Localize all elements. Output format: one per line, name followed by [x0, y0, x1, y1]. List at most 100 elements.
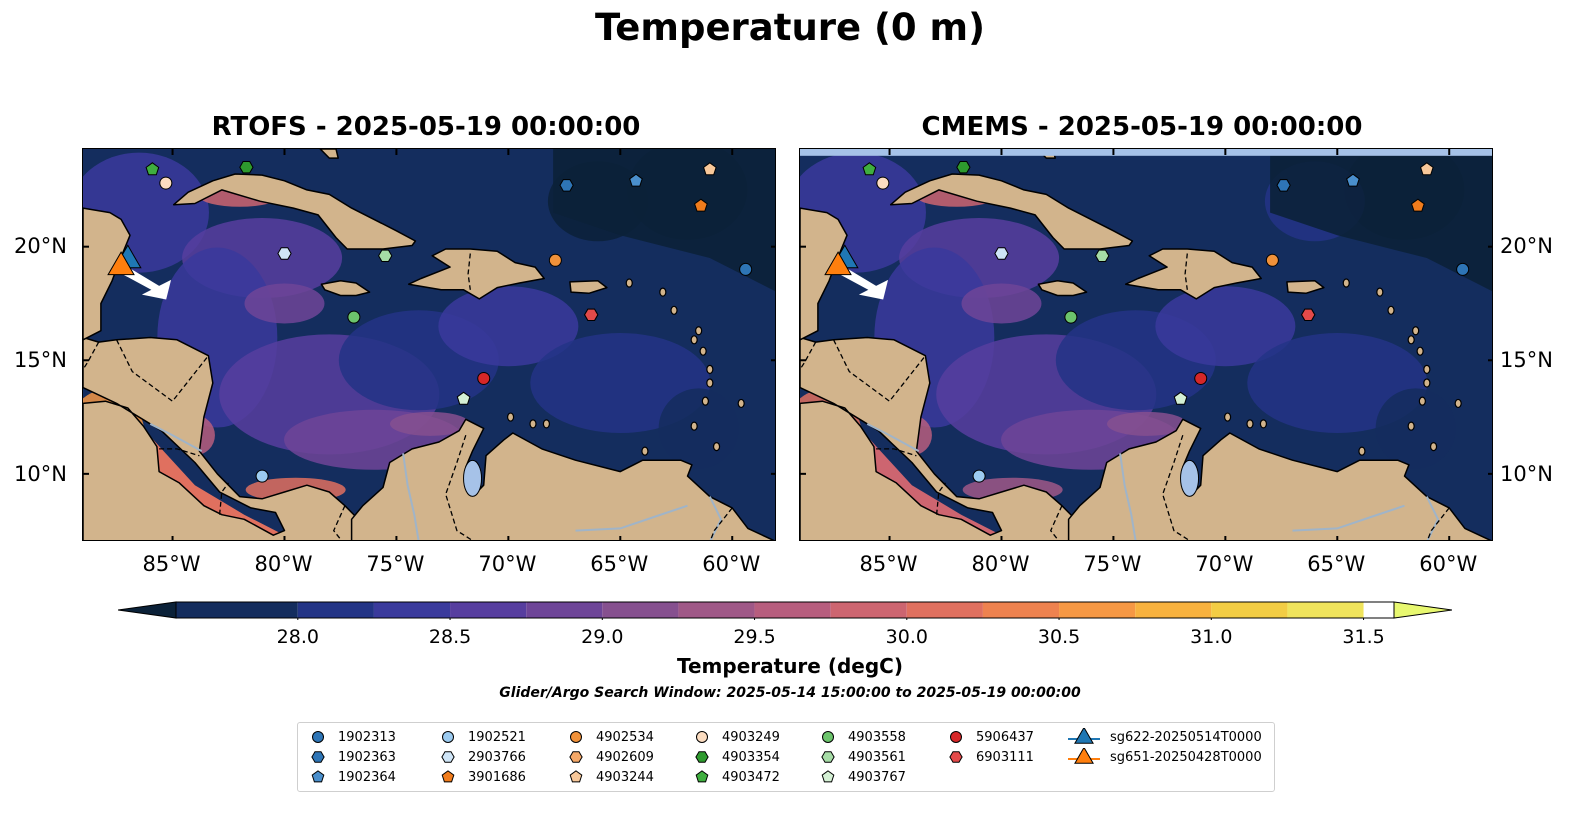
- legend-item-4903354: 4903354: [692, 748, 780, 766]
- jamaica-land: [320, 280, 371, 297]
- country-border: [709, 507, 733, 540]
- south-america-land: [1067, 418, 1492, 540]
- cmems-lon-label: 85°W: [859, 552, 918, 576]
- float-marker-4903472[interactable]: [862, 162, 877, 176]
- float-marker-4903472[interactable]: [145, 162, 160, 176]
- legend-marker-3901686[interactable]: [441, 770, 455, 783]
- float-marker-4903244[interactable]: [703, 162, 717, 176]
- colorbar-tick-label: 29.5: [733, 626, 776, 648]
- colorbar-swatch: [1059, 602, 1136, 618]
- legend-marker-1902521[interactable]: [442, 731, 454, 743]
- legend-marker-4902609[interactable]: [569, 751, 583, 763]
- small-island: [670, 305, 678, 315]
- float-marker-4903244[interactable]: [1420, 162, 1434, 176]
- country-border: [1426, 507, 1450, 540]
- country-border: [1049, 505, 1063, 540]
- small-island: [712, 441, 721, 452]
- river: [149, 423, 203, 452]
- colorbar-swatch: [373, 602, 451, 618]
- legend-marker-5906437[interactable]: [950, 731, 962, 743]
- legend-item-4902534: 4902534: [566, 728, 654, 746]
- float-marker-4902534[interactable]: [1265, 253, 1279, 267]
- small-island: [1259, 419, 1268, 429]
- legend-marker-1902313[interactable]: [312, 731, 324, 743]
- float-marker-1902364[interactable]: [629, 173, 643, 187]
- legend-marker-sg622-20250514T0000[interactable]: [1074, 728, 1094, 744]
- float-marker-1902313[interactable]: [739, 262, 753, 276]
- float-marker-6903111[interactable]: [584, 308, 599, 321]
- float-marker-1902364[interactable]: [1346, 173, 1360, 187]
- float-marker-4903249[interactable]: [159, 176, 173, 190]
- puerto-rico-land: [569, 280, 608, 295]
- colorbar-extend-high: [1393, 601, 1453, 619]
- cmems-map[interactable]: [799, 148, 1493, 541]
- small-island: [1418, 396, 1426, 406]
- puerto-rico-land: [1286, 280, 1325, 295]
- float-marker-4903558[interactable]: [1064, 310, 1078, 324]
- legend-marker-6903111[interactable]: [949, 751, 963, 763]
- float-marker-6903111[interactable]: [1301, 308, 1316, 321]
- legend-marker-4902534[interactable]: [570, 731, 582, 743]
- float-marker-2903766[interactable]: [994, 247, 1009, 260]
- colorbar-swatch: [1211, 602, 1288, 618]
- cmems-lon-label: 60°W: [1419, 552, 1478, 576]
- colorbar-tick-label: 30.0: [885, 626, 928, 648]
- legend-marker-4903561[interactable]: [821, 751, 835, 763]
- legend-label: 1902521: [468, 729, 526, 745]
- float-marker-2903766[interactable]: [277, 247, 292, 260]
- float-marker-3901686[interactable]: [694, 198, 708, 212]
- country-border: [1162, 434, 1190, 540]
- float-marker-3901686[interactable]: [1411, 198, 1425, 212]
- legend-label: 1902313: [338, 729, 396, 745]
- legend-marker-sg651-20250428T0000[interactable]: [1074, 748, 1094, 764]
- lat-label-10n-right: 10°N: [1500, 462, 1553, 486]
- float-marker-1902363[interactable]: [1276, 179, 1291, 192]
- float-marker-4903561[interactable]: [378, 249, 393, 262]
- legend-marker-4903249[interactable]: [696, 731, 708, 743]
- float-marker-4903561[interactable]: [1095, 249, 1110, 262]
- colorbar-tick-label: 31.0: [1190, 626, 1233, 648]
- legend-label: 4903472: [722, 769, 780, 785]
- rtofs-lon-label: 65°W: [590, 552, 649, 576]
- colorbar-swatch: [1287, 602, 1364, 618]
- legend-label: 6903111: [976, 749, 1034, 765]
- small-island: [1423, 364, 1431, 374]
- small-island: [1342, 278, 1350, 288]
- float-marker-4903354[interactable]: [239, 161, 254, 174]
- legend-marker-4903767[interactable]: [821, 770, 835, 783]
- float-marker-1902521[interactable]: [255, 469, 269, 483]
- legend-marker-1902363[interactable]: [311, 751, 325, 763]
- float-marker-1902363[interactable]: [559, 179, 574, 192]
- hispaniola-land: [407, 248, 545, 300]
- legend-marker-2903766[interactable]: [441, 751, 455, 763]
- rtofs-map[interactable]: [82, 148, 776, 541]
- legend-marker-1902364[interactable]: [311, 770, 325, 783]
- legend-marker-4903472[interactable]: [695, 770, 709, 783]
- float-marker-5906437[interactable]: [1194, 371, 1208, 385]
- glider-marker-sg651-20250428T0000[interactable]: [107, 251, 135, 276]
- small-island: [1407, 421, 1415, 431]
- float-marker-1902521[interactable]: [972, 469, 986, 483]
- float-marker-4903558[interactable]: [347, 310, 361, 324]
- float-marker-4903249[interactable]: [876, 176, 890, 190]
- float-marker-4903767[interactable]: [456, 391, 471, 405]
- float-marker-5906437[interactable]: [477, 371, 491, 385]
- legend-marker-4903354[interactable]: [695, 751, 709, 763]
- small-island: [706, 364, 714, 374]
- river: [1292, 504, 1405, 532]
- float-marker-4902534[interactable]: [548, 253, 562, 267]
- float-marker-4903354[interactable]: [956, 161, 971, 174]
- colorbar-extend-low: [117, 601, 177, 619]
- float-marker-4903767[interactable]: [1173, 391, 1188, 405]
- legend-item-1902363: 1902363: [308, 748, 396, 766]
- glider-marker-sg651-20250428T0000[interactable]: [824, 251, 852, 276]
- small-island: [1376, 287, 1384, 297]
- temperature-field: [1375, 388, 1456, 469]
- small-island: [1223, 412, 1232, 422]
- cuba-land: [172, 173, 417, 250]
- float-marker-1902313[interactable]: [1456, 262, 1470, 276]
- small-island: [1416, 346, 1424, 356]
- legend-marker-4903558[interactable]: [822, 731, 834, 743]
- legend-marker-4903244[interactable]: [569, 770, 583, 783]
- legend-label: 4903249: [722, 729, 780, 745]
